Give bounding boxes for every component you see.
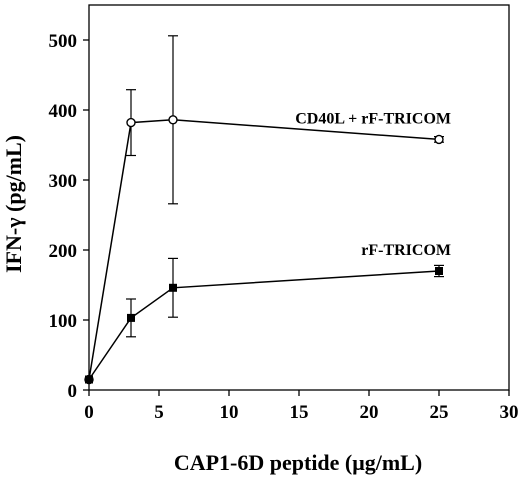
- y-tick-label: 300: [49, 171, 78, 192]
- series-line: [88, 119, 440, 380]
- series-label: rF-TRICOM: [361, 242, 451, 259]
- series-line: [88, 270, 440, 380]
- y-tick-label: 200: [49, 241, 78, 262]
- data-point: [169, 283, 177, 292]
- x-tick-label: 5: [154, 402, 164, 423]
- series-labels: CD40L + rF-TRICOM rF-TRICOM: [295, 110, 451, 259]
- data-point: [168, 115, 178, 125]
- x-tick-label: 15: [290, 402, 309, 423]
- x-axis-title: CAP1-6D peptide (μg/mL): [174, 450, 422, 475]
- data-point: [434, 134, 444, 145]
- x-tick-label: 30: [500, 402, 519, 423]
- x-tick-label: 25: [430, 402, 449, 423]
- x-tick-label: 10: [220, 402, 239, 423]
- plot-border: [88, 4, 510, 391]
- series-label: CD40L + rF-TRICOM: [295, 110, 451, 127]
- data-point: [126, 117, 136, 128]
- y-tick-label: 0: [68, 381, 78, 402]
- y-tick-label: 500: [49, 31, 78, 52]
- data-point: [85, 375, 93, 384]
- series-cd40l-rf-tricom: [84, 35, 444, 385]
- data-series: [84, 35, 444, 385]
- y-tick-label: 400: [49, 101, 78, 122]
- x-tick-label: 20: [360, 402, 379, 423]
- data-point: [127, 313, 135, 322]
- x-tick-label: 0: [84, 402, 94, 423]
- plot-frame: [88, 4, 510, 391]
- data-point: [435, 267, 443, 275]
- y-tick-label: 100: [49, 311, 78, 332]
- series-rf-tricom: [85, 257, 444, 384]
- y-axis-title: IFN-γ (pg/mL): [1, 135, 26, 273]
